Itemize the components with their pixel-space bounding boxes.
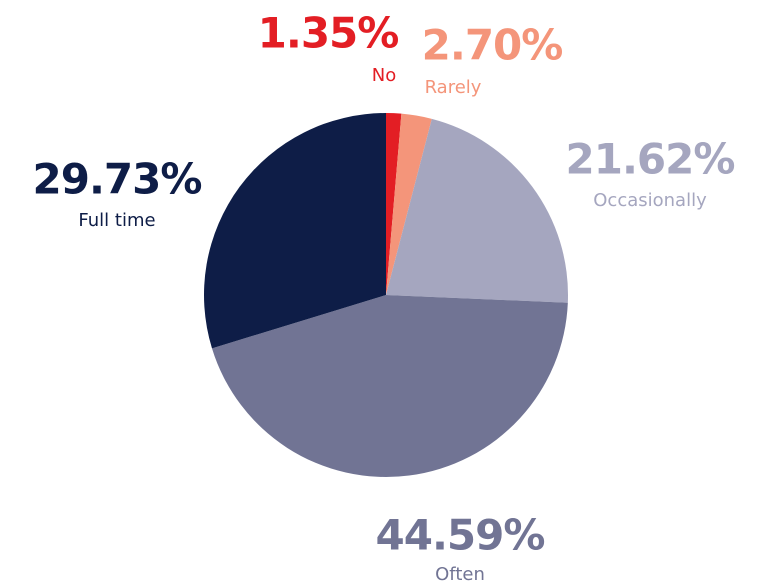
- pie-slice: [211, 295, 568, 478]
- slice-category-label: No: [372, 65, 396, 86]
- pie-slice: [386, 118, 568, 303]
- pie-slice: [203, 113, 386, 349]
- slice-category-label: Occasionally: [593, 190, 707, 211]
- slice-value-label: 44.59%: [376, 511, 545, 560]
- slice-category-label: Rarely: [425, 77, 482, 98]
- slice-category-label: Often: [435, 564, 485, 585]
- pie-slice: [386, 113, 402, 295]
- slice-value-label: 21.62%: [566, 135, 735, 184]
- slice-value-label: 1.35%: [258, 9, 399, 58]
- slice-value-label: 29.73%: [33, 155, 202, 204]
- pie-slice: [386, 113, 432, 295]
- slice-value-label: 2.70%: [422, 21, 563, 70]
- slice-category-label: Full time: [78, 210, 155, 231]
